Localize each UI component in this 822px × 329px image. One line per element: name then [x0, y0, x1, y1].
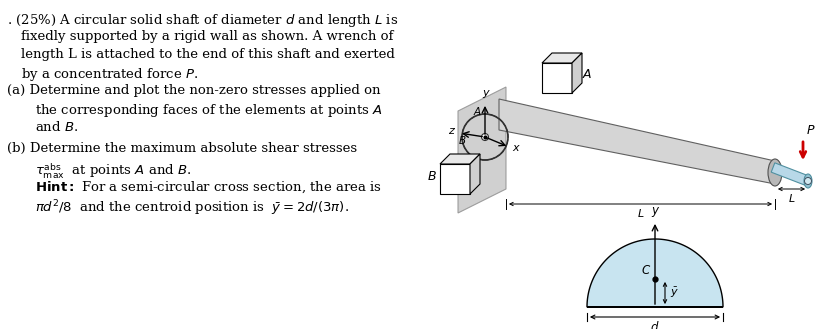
Text: $B$: $B$ [427, 170, 437, 184]
Text: by a concentrated force $P$.: by a concentrated force $P$. [21, 66, 198, 83]
Text: $B$: $B$ [458, 134, 466, 146]
Polygon shape [771, 163, 810, 186]
Polygon shape [587, 239, 723, 307]
Text: $d$: $d$ [650, 320, 660, 329]
Polygon shape [542, 63, 572, 93]
Text: $A$: $A$ [473, 105, 482, 117]
Text: $\tau_{\rm max}^{\rm abs}$  at points $A$ and $B$.: $\tau_{\rm max}^{\rm abs}$ at points $A$… [35, 162, 192, 181]
Text: (a) Determine and plot the non-zero stresses applied on: (a) Determine and plot the non-zero stre… [7, 84, 381, 97]
Text: the corresponding faces of the elements at points $A$: the corresponding faces of the elements … [35, 102, 383, 119]
Text: $z$: $z$ [448, 126, 456, 136]
Text: $P$: $P$ [806, 124, 815, 137]
Polygon shape [572, 53, 582, 93]
Text: $C$: $C$ [641, 264, 651, 277]
Text: $\pi d^2/8$  and the centroid position is  $\bar{y} = 2d/(3\pi)$.: $\pi d^2/8$ and the centroid position is… [35, 198, 349, 217]
Polygon shape [499, 99, 775, 184]
Text: $\mathbf{Hint:}$ For a semi-circular cross section, the area is: $\mathbf{Hint:}$ For a semi-circular cro… [35, 180, 382, 195]
Circle shape [482, 134, 488, 140]
Text: (b) Determine the maximum absolute shear stresses: (b) Determine the maximum absolute shear… [7, 142, 357, 155]
Text: $y$: $y$ [482, 88, 491, 100]
Text: $L$: $L$ [787, 192, 795, 204]
Text: $L$: $L$ [637, 207, 644, 219]
Polygon shape [470, 154, 480, 194]
Text: and $B$.: and $B$. [35, 120, 78, 134]
Ellipse shape [804, 174, 812, 188]
Ellipse shape [768, 159, 782, 186]
Text: length L is attached to the end of this shaft and exerted: length L is attached to the end of this … [21, 48, 395, 61]
Polygon shape [440, 164, 470, 194]
Text: $y$: $y$ [651, 205, 661, 219]
Circle shape [805, 178, 811, 185]
Text: fixedly supported by a rigid wall as shown. A wrench of: fixedly supported by a rigid wall as sho… [21, 30, 394, 43]
Text: $\bar{y}$: $\bar{y}$ [670, 286, 679, 300]
Polygon shape [458, 87, 506, 213]
Polygon shape [542, 53, 582, 63]
Text: $x$: $x$ [512, 143, 521, 153]
Text: $A$: $A$ [582, 68, 593, 82]
Text: . (25%) A circular solid shaft of diameter $d$ and length $L$ is: . (25%) A circular solid shaft of diamet… [7, 12, 398, 29]
Polygon shape [440, 154, 480, 164]
